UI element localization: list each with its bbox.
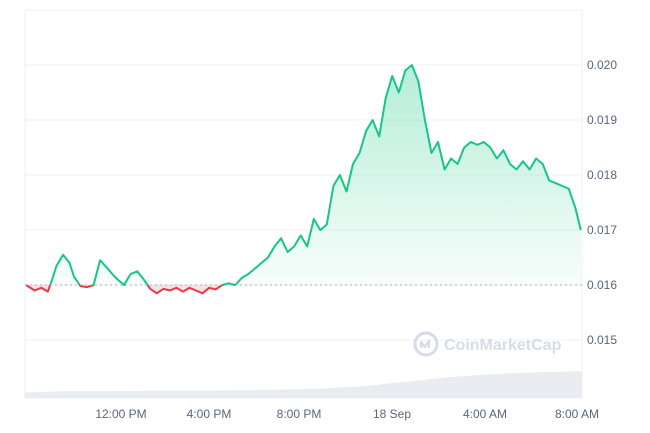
watermark-text: CoinMarketCap [444,337,562,354]
price-line [25,64,582,295]
y-axis: 0.020 0.019 0.018 0.017 0.016 0.015 [587,58,617,347]
x-tick-label: 4:00 AM [463,407,507,421]
x-tick-label: 18 Sep [373,407,411,421]
coinmarketcap-logo-icon [413,331,439,357]
price-area-down [26,285,581,294]
x-tick-label: 4:00 PM [187,407,232,421]
price-line-up [26,64,582,285]
x-tick-label: 8:00 PM [277,407,322,421]
x-tick-label: 8:00 AM [555,407,599,421]
y-tick-label: 0.019 [587,113,617,127]
x-tick-label: 12:00 PM [95,407,146,421]
y-tick-label: 0.016 [587,278,617,292]
x-axis: 12:00 PM 4:00 PM 8:00 PM 18 Sep 4:00 AM 8:00 … [95,407,599,421]
watermark: CoinMarketCap [413,331,562,357]
volume-area [25,371,582,398]
price-area [26,65,581,294]
y-tick-label: 0.017 [587,223,617,237]
volume-fill [25,371,582,398]
y-tick-label: 0.020 [587,58,617,72]
price-area-up [26,65,581,285]
y-tick-label: 0.015 [587,333,617,347]
y-tick-label: 0.018 [587,168,617,182]
